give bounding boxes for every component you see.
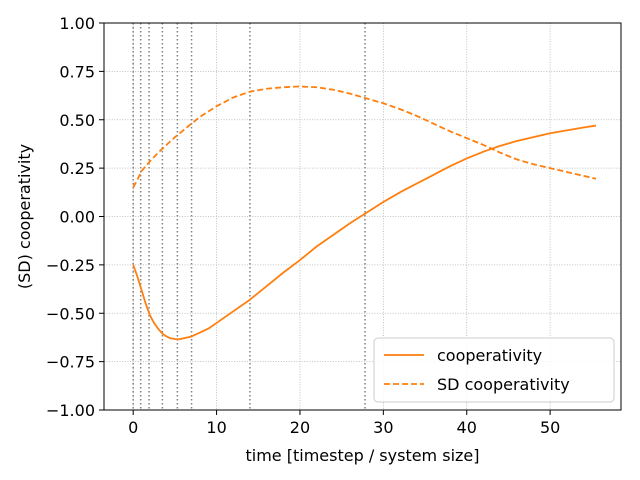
x-axis-label: time [timestep / system size] — [246, 446, 480, 465]
y-axis-ticks: −1.00 −0.75 −0.50 −0.25 0.00 0.25 0.50 0.75 1.00 — [46, 14, 104, 420]
legend-entry-label: SD cooperativity — [437, 375, 570, 394]
y-tick-label: 0.00 — [59, 208, 95, 227]
y-tick-label: −0.50 — [46, 304, 95, 323]
y-tick-label: 0.25 — [59, 159, 95, 178]
legend: cooperativity SD cooperativity — [373, 337, 615, 403]
x-tick-label: 50 — [540, 418, 560, 437]
legend-entry-label: cooperativity — [437, 346, 542, 365]
x-tick-label: 30 — [373, 418, 393, 437]
y-tick-label: −0.75 — [46, 353, 95, 372]
series-line-dashed — [132, 85, 597, 188]
y-tick-label: −0.25 — [46, 256, 95, 275]
vertical-markers — [132, 23, 366, 410]
y-tick-label: 0.75 — [59, 62, 95, 81]
x-tick-label: 10 — [206, 418, 226, 437]
x-tick-label: 40 — [457, 418, 477, 437]
y-tick-label: 0.50 — [59, 111, 95, 130]
legend-box — [373, 337, 615, 403]
x-tick-label: 0 — [128, 418, 138, 437]
y-tick-label: 1.00 — [59, 14, 95, 33]
x-axis-ticks: 0 10 20 30 40 50 — [128, 410, 560, 437]
series-lines — [132, 85, 597, 341]
x-tick-label: 20 — [290, 418, 310, 437]
y-tick-label: −1.00 — [46, 401, 95, 420]
y-axis-label: (SD) cooperativity — [15, 144, 34, 289]
